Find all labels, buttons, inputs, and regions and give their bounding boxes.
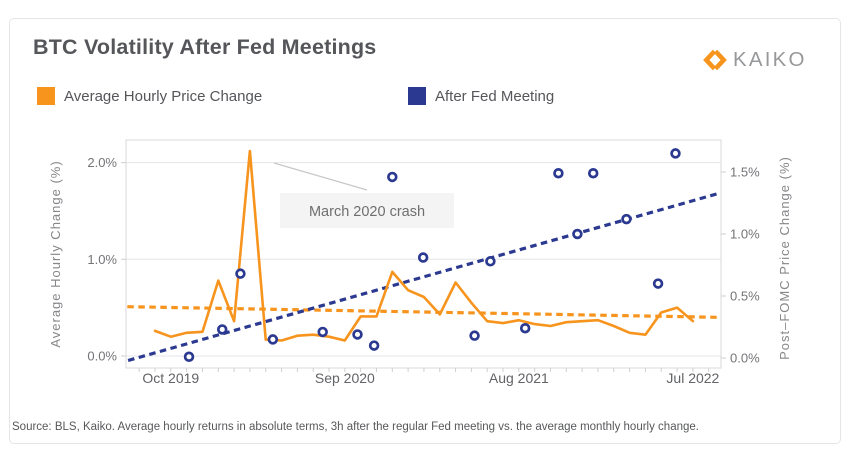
page-title: BTC Volatility After Fed Meetings [33,35,377,59]
annotation-box [280,193,454,228]
source-note: Source: BLS, Kaiko. Average hourly retur… [12,421,699,433]
annotation-march-2020-crash: March 2020 crash [273,162,454,228]
fed-meeting-point [652,278,664,289]
left-axis-tick-label: 2.0% [87,155,117,170]
trendlines [127,191,721,363]
post-fomc-trend [127,191,721,363]
right-axis-tick-label: 0.0% [730,351,760,366]
fed-meeting-point [368,340,380,351]
annotation-leader-line [273,162,368,191]
fed-meeting-scatter-series [183,148,681,363]
x-axis-tick-label: Aug 2021 [489,370,549,386]
legend-item-avg-hourly: Average Hourly Price Change [37,87,262,105]
left-axis-tick-label: 0.0% [87,349,117,364]
fed-meeting-point [417,252,429,263]
right-axis-title: Post–FOMC Price Change (%) [777,156,792,360]
fed-meeting-point [267,334,279,345]
fed-meeting-point [469,330,480,341]
fed-meeting-point [485,256,496,267]
x-axis-tick-label: Sep 2020 [315,370,375,386]
avg-hourly-line-series [153,149,695,342]
fed-meeting-point [621,213,632,225]
annotation-text: March 2020 crash [309,204,425,220]
kaiko-logo-text: KAIKO [733,48,807,71]
avg-hourly-trend [127,305,719,319]
fed-meeting-point [235,268,246,279]
fed-meeting-point [587,167,599,179]
fed-meeting-point [352,329,363,340]
right-axis-tick-label: 1.0% [730,227,760,242]
legend-label: Average Hourly Price Change [64,87,263,105]
fed-meeting-point [519,322,531,334]
x-axis-tick-label: Jul 2022 [666,370,719,386]
fed-meeting-point [670,148,681,159]
right-axis-tick-label: 1.5% [730,165,760,180]
left-axis-title: Average Hourly Change (%) [48,160,63,347]
fed-meeting-point [216,324,228,335]
left-axis-tick-label: 1.0% [87,252,117,267]
fed-meeting-point [572,228,583,240]
fed-meeting-point [183,351,195,363]
legend-swatch-orange [37,87,55,105]
fed-meeting-point [387,171,398,183]
x-axis-tick-label: Oct 2019 [142,370,199,386]
kaiko-logo-icon [703,49,727,71]
legend-item-after-fed: After Fed Meeting [408,87,554,105]
right-axis-tick-label: 0.5% [730,289,760,304]
avg-hourly-line [153,149,695,342]
kaiko-logo: KAIKO [699,48,807,72]
axis-tick-labels: 0.0% 1.0% 2.0% 0.0% 0.5% 1.0% 1.5% Oct 2019 Sep … [87,155,760,386]
fed-meeting-point [553,167,564,179]
axis-ticks [121,162,726,372]
fed-meeting-point [317,326,328,338]
legend-swatch-blue [408,87,426,105]
legend-label: After Fed Meeting [435,87,555,105]
